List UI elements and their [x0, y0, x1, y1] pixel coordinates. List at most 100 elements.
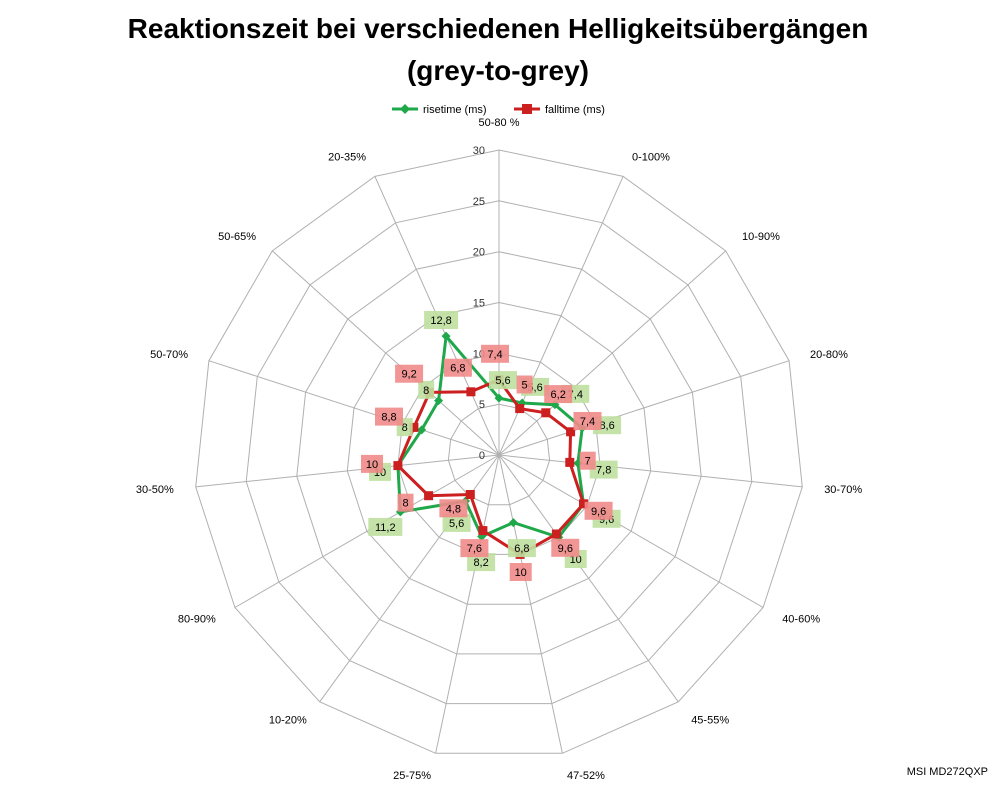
data-point [434, 396, 444, 406]
data-label-text: 8 [402, 498, 408, 510]
data-label-text: 6,2 [551, 389, 566, 401]
data-point [465, 490, 475, 499]
data-point [566, 427, 576, 437]
data-point [551, 529, 561, 539]
grid-ring [346, 301, 652, 605]
data-point [441, 331, 451, 341]
data-label: 8,2 [467, 553, 496, 572]
grid-ring [397, 352, 601, 555]
data-label-text: 10 [515, 567, 527, 579]
category-label: 30-50% [136, 484, 174, 496]
tick-label: 0 [479, 450, 485, 462]
grid-spoke [498, 454, 679, 703]
data-label: 5,6 [489, 371, 517, 390]
data-label-bg [584, 501, 613, 520]
category-label: 50-70% [150, 349, 188, 361]
data-label-bg [544, 385, 573, 404]
data-label-text: 7,4 [487, 349, 502, 361]
data-label-bg [509, 563, 532, 581]
data-label-text: 8,8 [381, 412, 396, 424]
data-label-text: 5,6 [449, 518, 464, 530]
data-label-bg [395, 364, 424, 383]
data-label-bg [467, 553, 496, 572]
data-label: 4,8 [439, 499, 468, 518]
data-point [515, 404, 525, 414]
data-label: 7,8 [589, 460, 618, 479]
data-label-bg [418, 380, 435, 399]
data-label: 12,8 [424, 311, 459, 329]
tick-label: 25 [473, 196, 485, 208]
category-labels: 50-80 % 0-100% 10-90% 20-80% 30-70% 40-60% 45-… [136, 117, 862, 782]
grid-ring [245, 200, 753, 705]
series-line [396, 332, 586, 540]
data-label-text: 7 [585, 456, 591, 468]
data-label-text: 7,6 [467, 543, 482, 555]
data-label: 7 [579, 451, 596, 470]
grid-spoke [498, 176, 624, 456]
category-label: 40-60% [782, 614, 820, 626]
data-label-text: 7,4 [580, 416, 595, 428]
chart-title-line2: (grey-to-grey) [407, 55, 589, 86]
data-label-text: 8,6 [599, 420, 614, 432]
data-label-bg [424, 311, 459, 329]
category-label: 20-80% [810, 349, 848, 361]
data-label: 7,4 [573, 412, 602, 430]
data-point [393, 461, 403, 471]
category-label: 10-20% [269, 715, 307, 727]
category-label: 80-90% [178, 614, 216, 626]
legend-label: risetime (ms) [423, 104, 487, 116]
data-label-text: 6,8 [450, 363, 465, 375]
data-label-bg [507, 539, 536, 558]
grid-spoke [498, 454, 764, 608]
tick-label: 30 [473, 145, 485, 157]
data-label-text: 10 [570, 554, 582, 566]
data-label: 6,8 [443, 358, 472, 377]
data-label-bg [589, 460, 618, 479]
grid-spoke [498, 454, 803, 488]
category-label: 50-65% [218, 231, 256, 243]
data-label-text: 5,6 [495, 375, 510, 387]
data-label-text: 9,6 [591, 506, 606, 518]
grid-spoke [435, 454, 500, 754]
grid-ring [296, 251, 702, 655]
data-point [466, 387, 476, 397]
data-label-text: 8,2 [473, 557, 488, 569]
data-label-bg [442, 513, 471, 532]
grid-spoke [208, 360, 500, 456]
grid-ring [195, 149, 803, 754]
category-label: 30-70% [824, 484, 862, 496]
data-point [409, 422, 419, 432]
watermark: MSI MD272QXP [907, 766, 988, 778]
tick-label: 15 [473, 298, 485, 310]
data-label: 9,6 [584, 501, 613, 520]
legend-label: falltime (ms) [545, 104, 605, 116]
legend-marker [400, 104, 410, 114]
data-label-text: 4,8 [446, 503, 461, 515]
data-label: 8 [418, 380, 435, 399]
data-point [424, 491, 434, 501]
legend-marker [522, 104, 532, 114]
data-label-text: 8 [423, 385, 429, 397]
data-label-bg [460, 539, 489, 558]
category-label: 50-80 % [479, 117, 520, 129]
series-line [396, 377, 586, 557]
data-label-text: 7,8 [596, 465, 611, 477]
data-label-bg [551, 538, 580, 557]
data-label: 9,2 [395, 364, 424, 383]
radar-grid [195, 149, 803, 754]
data-label-text: 9,6 [558, 543, 573, 555]
data-labels: 5,65,67,48,67,89,6106,88,25,611,2108812,… [361, 311, 622, 581]
grid-spoke [498, 454, 563, 754]
data-label-bg [516, 375, 533, 394]
data-label-bg [439, 499, 468, 518]
data-label-bg [489, 371, 517, 390]
data-label: 10 [509, 563, 532, 581]
data-label-bg [361, 454, 383, 473]
data-point [417, 425, 427, 435]
data-label-bg [481, 344, 509, 363]
data-label-text: 11,2 [375, 522, 396, 534]
category-label: 47-52% [567, 770, 605, 782]
data-label: 5 [516, 375, 533, 394]
data-label-bg [397, 493, 414, 512]
